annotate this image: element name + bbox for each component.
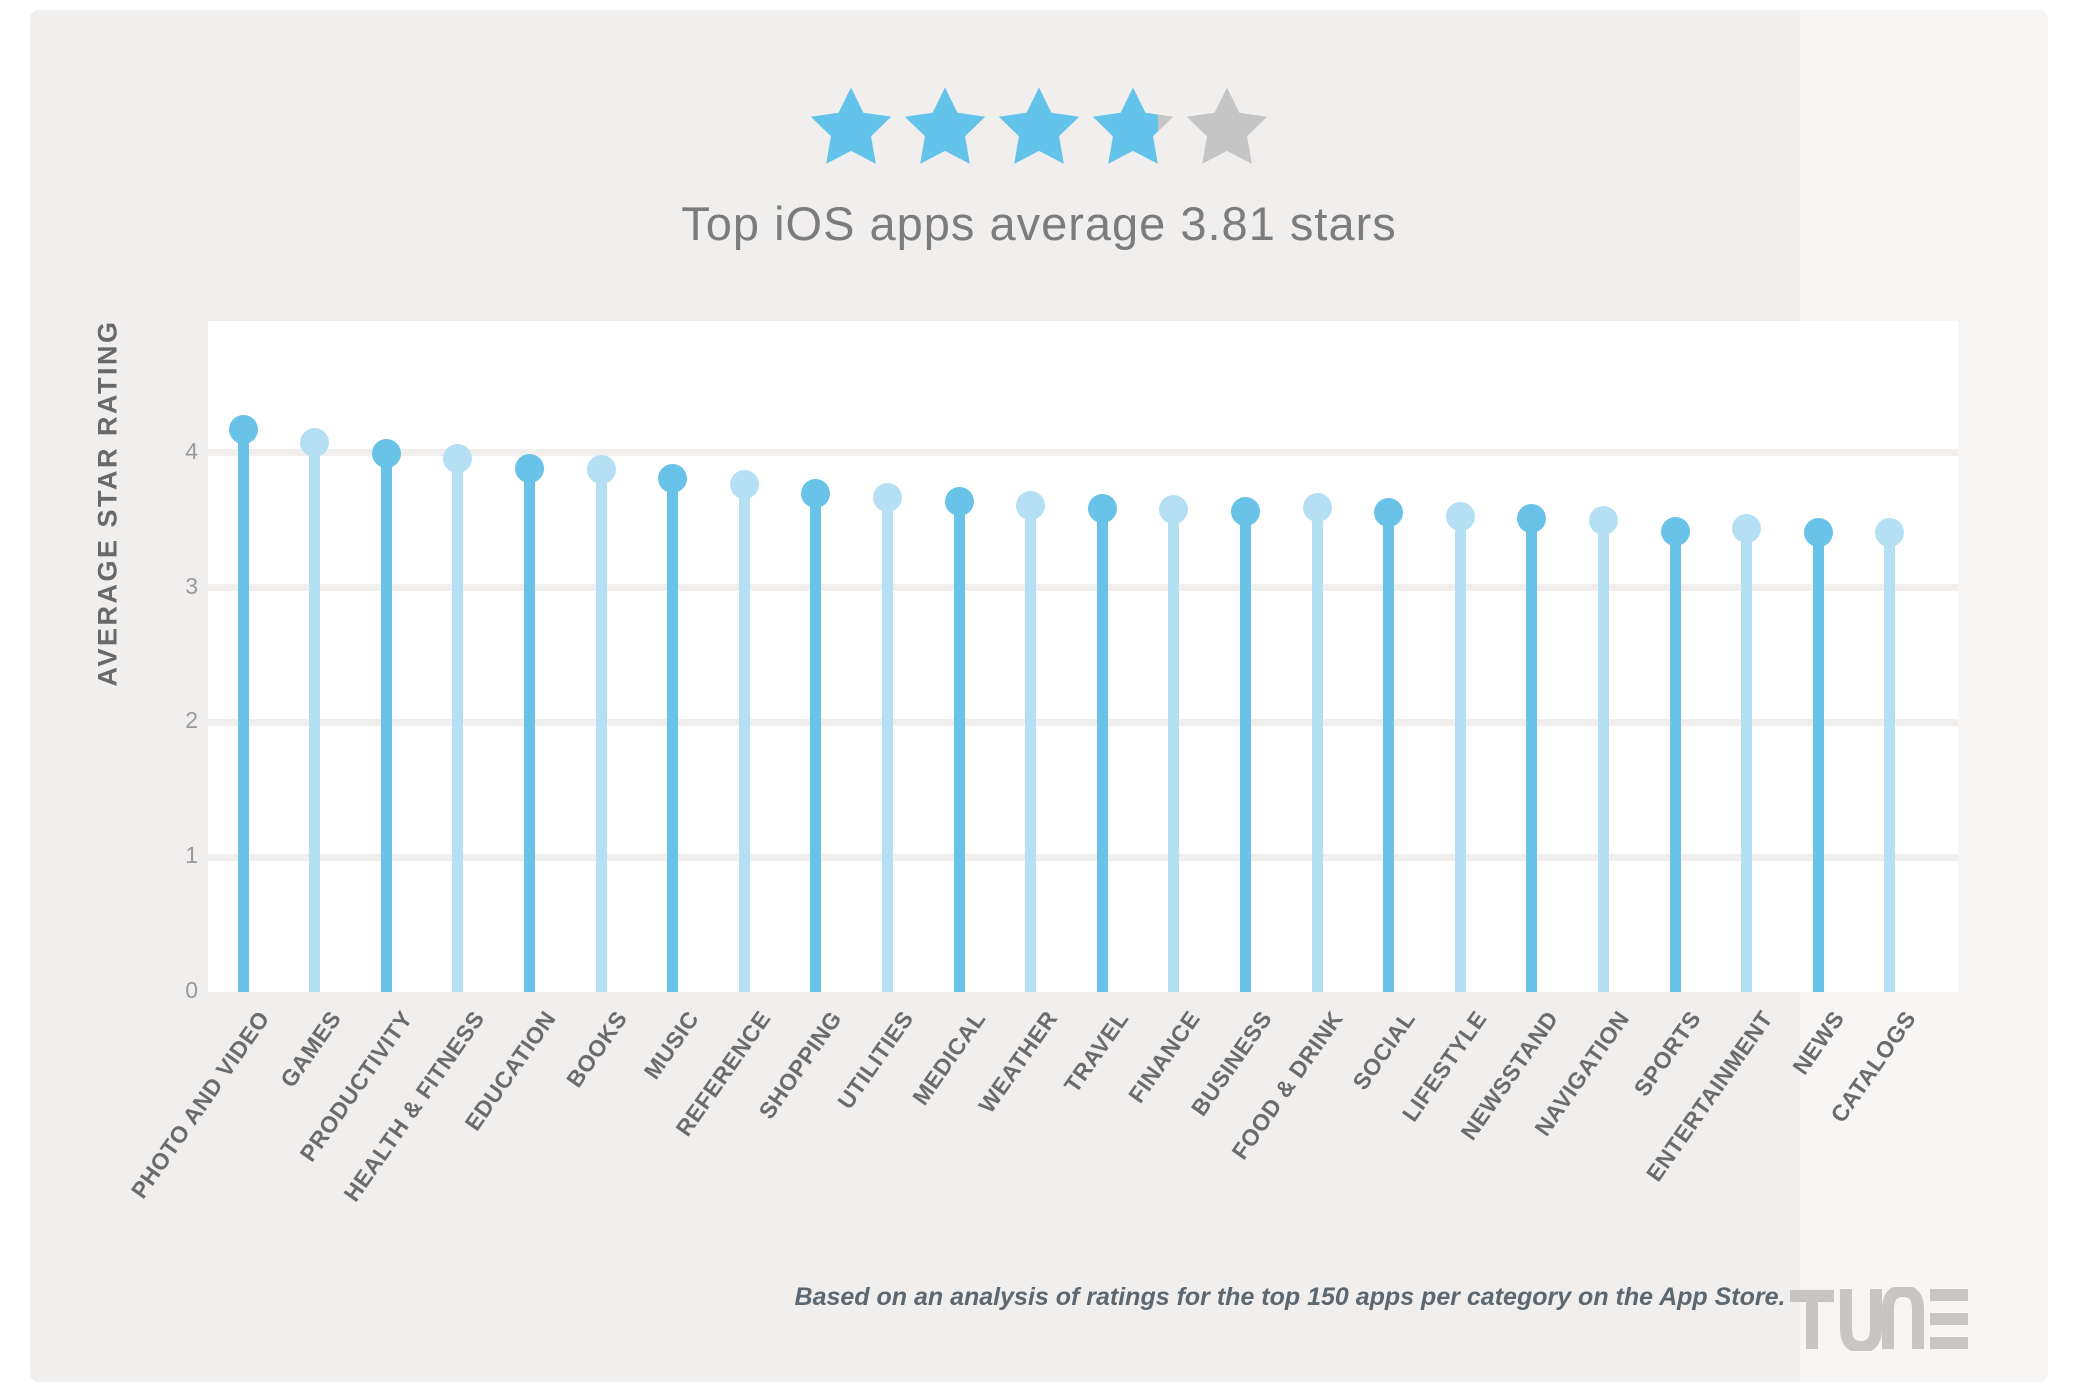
lollipop-bar — [586, 454, 616, 992]
y-tick: 4 — [185, 437, 198, 464]
lollipop-dot — [1732, 514, 1762, 544]
gridline — [208, 449, 1958, 457]
star-icon — [1092, 87, 1174, 164]
category-label-text: ENTERTAINMENT — [1640, 1006, 1778, 1187]
gridline — [208, 853, 1958, 861]
star-icon — [904, 87, 986, 164]
lollipop-bar — [443, 444, 473, 992]
lollipop-bar — [1445, 502, 1475, 992]
chart-area: AVERAGE STAR RATING 0 1 2 3 4 PHOTO AND VIDE… — [30, 10, 2048, 1382]
lollipop-dot — [729, 469, 759, 499]
star-rating — [30, 82, 2048, 174]
plot-area — [208, 321, 1958, 992]
lollipop-bar — [1087, 494, 1117, 992]
lollipop-dot — [228, 414, 258, 444]
tune-logo-letter-u — [1840, 1289, 1882, 1351]
star-icon — [998, 87, 1080, 164]
lollipop-dot — [658, 464, 688, 494]
footnote: Based on an analysis of ratings for the … — [794, 1283, 1786, 1311]
lollipop-dot — [1875, 518, 1905, 548]
lollipop-bar — [1302, 492, 1332, 992]
star-icon — [810, 87, 892, 164]
y-tick: 0 — [185, 977, 198, 1003]
lollipop-bar — [729, 469, 759, 992]
lollipop-bar — [1374, 498, 1404, 992]
lollipop-bar — [1660, 516, 1690, 992]
lollipop-bar — [801, 479, 831, 992]
lollipop-bar — [1732, 514, 1762, 992]
tune-logo-letter-n — [1882, 1287, 1924, 1349]
gridline — [208, 584, 1958, 592]
lollipop-dot — [872, 483, 902, 513]
lollipop-dot — [1230, 496, 1260, 526]
lollipop-dot — [1302, 492, 1332, 522]
infographic-panel: Top iOS apps average 3.81 stars AVERAGE … — [30, 10, 2048, 1382]
lollipop-dot — [514, 453, 544, 483]
lollipop-dot — [944, 487, 974, 517]
lollipop-dot — [1087, 494, 1117, 524]
lollipop-bar — [658, 464, 688, 992]
chart-title: Top iOS apps average 3.81 stars — [681, 197, 1397, 250]
star-icon — [1186, 87, 1268, 164]
gridline — [208, 718, 1958, 726]
lollipop-dot — [586, 454, 616, 484]
lollipop-bar — [514, 453, 544, 992]
lollipop-dot — [1803, 518, 1833, 548]
category-label-text: MUSIC — [638, 1006, 704, 1084]
lollipop-dot — [1588, 506, 1618, 536]
lollipop-bar — [1159, 495, 1189, 992]
lollipop-bar — [1875, 518, 1905, 992]
category-label-text: PHOTO AND VIDEO — [125, 1006, 275, 1203]
tune-logo-letter-e — [1930, 1289, 1968, 1349]
y-axis-title: AVERAGE STAR RATING — [92, 319, 123, 687]
lollipop-bar — [1016, 491, 1046, 992]
category-label-text: NEWS — [1787, 1006, 1850, 1080]
tune-logo — [1790, 1287, 1968, 1351]
lollipop-bar — [872, 483, 902, 992]
lollipop-dot — [1517, 503, 1547, 533]
tune-logo-letter-t — [1790, 1290, 1834, 1349]
lollipop-dot — [1016, 491, 1046, 521]
lollipop-dot — [1660, 516, 1690, 546]
category-label-text: HEALTH & FITNESS — [338, 1006, 490, 1207]
y-tick: 2 — [185, 707, 198, 734]
y-tick: 3 — [185, 572, 198, 599]
lollipop-bar — [1230, 496, 1260, 992]
lollipop-dot — [1159, 495, 1189, 525]
lollipop-dot — [1445, 502, 1475, 532]
lollipop-bar — [300, 428, 330, 992]
lollipop-dot — [443, 444, 473, 474]
lollipop-bar — [228, 414, 258, 992]
lollipop-bar — [1803, 518, 1833, 992]
category-label-text: SPORTS — [1629, 1006, 1707, 1101]
lollipop-dot — [801, 479, 831, 509]
y-tick: 1 — [185, 842, 198, 869]
category-label-text: SOCIAL — [1347, 1006, 1420, 1095]
category-label-text: GAMES — [274, 1006, 346, 1093]
category-label-text: BOOKS — [561, 1006, 633, 1093]
lollipop-bar — [371, 438, 401, 992]
lollipop-bar — [1588, 506, 1618, 992]
lollipop-dot — [371, 438, 401, 468]
lollipop-bar — [944, 487, 974, 992]
lollipop-dot — [1374, 498, 1404, 528]
lollipop-bar — [1517, 503, 1547, 992]
category-label-text: TRAVEL — [1058, 1006, 1134, 1098]
lollipop-dot — [300, 428, 330, 458]
